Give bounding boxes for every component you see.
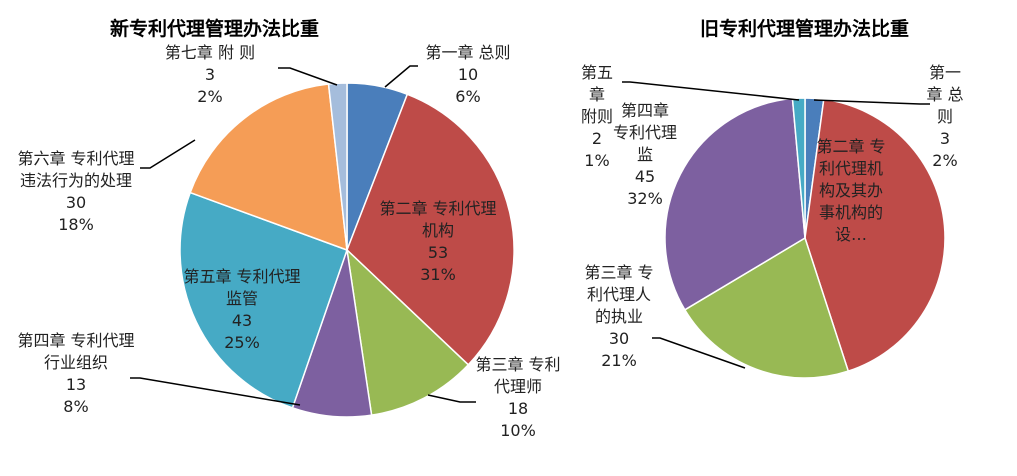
percent-label: 2% [197, 87, 223, 106]
category-label: 第三章 专利代理人的执业 [584, 263, 654, 326]
category-label: 第二章 专利代理机构 [379, 199, 497, 240]
pie-slice [327, 82, 348, 251]
category-label: 第一章 总则 [425, 43, 511, 62]
slice-label: 第四章 专利代理行业组织 13 8% [12, 330, 140, 418]
pie-slice [804, 98, 946, 373]
category-label: 第二章 专利代理机构及其办事机构的设… [816, 137, 886, 244]
leader-line [622, 81, 800, 101]
pie-slice [664, 97, 806, 311]
slice-label: 第三章 专利代理人的执业 30 21% [582, 262, 656, 372]
percent-label: 8% [63, 397, 89, 416]
percent-label: 1% [584, 151, 610, 170]
value-label: 53 [427, 243, 449, 262]
slice-label: 第六章 专利代理违法行为的处理 30 18% [12, 148, 140, 236]
slice-label: 第一章 总 则 3 2% [922, 62, 968, 172]
leader-line [130, 377, 301, 406]
value-label: 30 [65, 193, 87, 212]
chart-title: 旧专利代理管理办法比重 [700, 18, 910, 40]
value-label: 18 [507, 399, 529, 418]
value-label: 45 [634, 167, 656, 186]
slice-label: 第七章 附 则 3 2% [150, 42, 270, 108]
pie-slice [189, 83, 348, 252]
category-label: 第四章 专利代理行业组织 [17, 331, 135, 372]
slice-label: 第三章 专利代理师 18 10% [470, 354, 566, 442]
value-label: 13 [65, 375, 87, 394]
slice-label: 第一章 总则 10 6% [408, 42, 528, 108]
pie-slice [346, 93, 515, 366]
category-label: 第五章 附则 [580, 63, 613, 126]
value-label: 2 [591, 129, 603, 148]
category-label: 第四章 专利代理监 [612, 101, 677, 164]
value-label: 3 [204, 65, 216, 84]
value-label: 43 [231, 311, 253, 330]
slice-label: 第二章 专利代理机构及其办事机构的设… [816, 136, 886, 246]
slice-label: 第五章 专利代理监管 43 25% [180, 266, 304, 354]
category-label: 第三章 专利代理师 [475, 355, 561, 396]
pie-slice [345, 247, 470, 417]
leader-line [652, 337, 746, 369]
category-label: 第一章 总 则 [926, 63, 964, 126]
percent-label: 10% [500, 421, 536, 440]
leader-line [140, 139, 196, 169]
category-label: 第五章 专利代理监管 [183, 267, 301, 308]
percent-label: 32% [627, 189, 663, 208]
leader-line [384, 65, 418, 88]
category-label: 第六章 专利代理违法行为的处理 [17, 149, 135, 190]
leader-line [813, 99, 930, 105]
category-label: 第七章 附 则 [164, 43, 256, 62]
percent-label: 6% [455, 87, 481, 106]
pie-slice [179, 191, 348, 409]
percent-label: 18% [58, 215, 94, 234]
slice-label: 第四章 专利代理监 45 32% [612, 100, 678, 210]
leader-line [427, 394, 476, 403]
leader-line [278, 67, 338, 86]
percent-label: 25% [224, 333, 260, 352]
percent-label: 2% [932, 151, 958, 170]
slice-label: 第二章 专利代理机构 53 31% [378, 198, 498, 286]
percent-label: 31% [420, 265, 456, 284]
chart-title: 新专利代理管理办法比重 [110, 18, 320, 40]
value-label: 10 [457, 65, 479, 84]
percent-label: 21% [601, 351, 637, 370]
value-label: 30 [608, 329, 630, 348]
value-label: 3 [939, 129, 951, 148]
slice-label: 第五章 附则 2 1% [580, 62, 614, 172]
pie-slice [683, 236, 850, 379]
